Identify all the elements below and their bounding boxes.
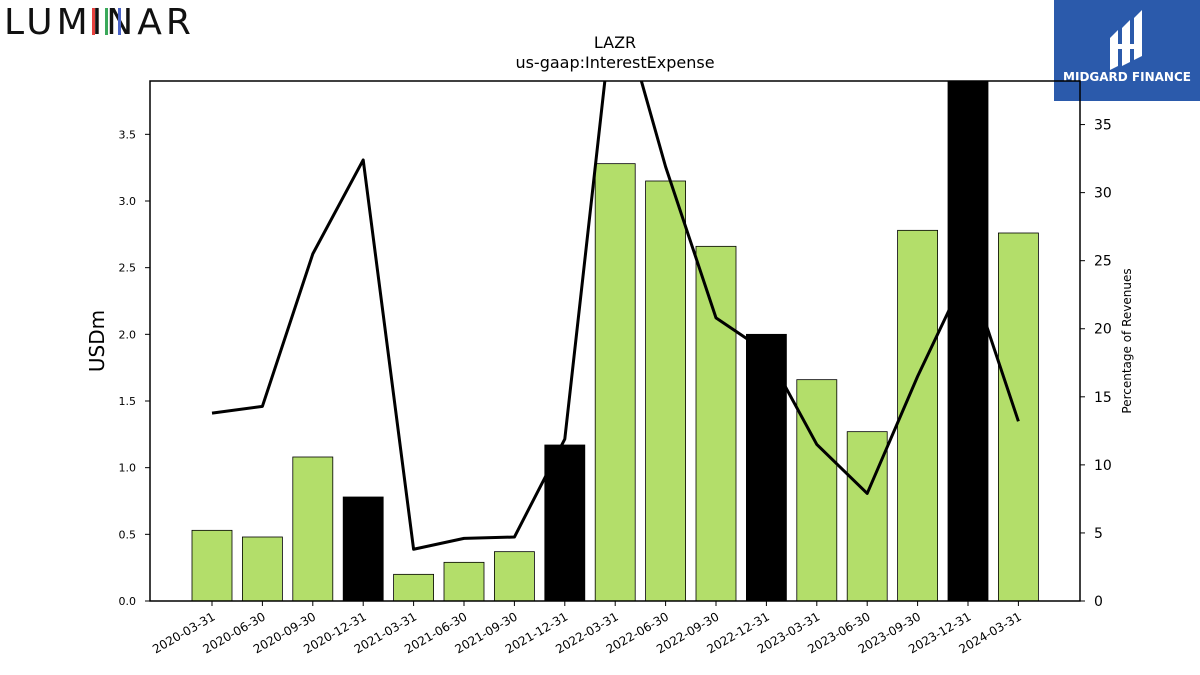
bar-2021-06-30 (443, 561, 485, 602)
luminar-logo-text: LUMINAR (4, 2, 195, 43)
y-tick-label: 0.0 (119, 595, 137, 608)
y2-tick-label: 25 (1094, 254, 1112, 270)
bar-2021-12-31 (544, 444, 586, 602)
bar-2021-09-30 (493, 551, 535, 602)
bar-2022-03-31 (594, 163, 636, 602)
bar-2022-12-31 (746, 333, 787, 602)
y2-tick-label: 10 (1094, 458, 1112, 474)
y2-axis-label: Percentage of Revenues (1120, 268, 1134, 413)
y2-tick-label: 20 (1094, 322, 1112, 338)
bar-2023-03-31 (796, 379, 838, 602)
bar-2021-03-31 (393, 573, 435, 602)
chart-title: LAZR (594, 33, 636, 52)
chart-subtitle: us-gaap:InterestExpense (515, 53, 714, 72)
bar-2020-09-30 (292, 456, 334, 602)
midgard-emblem-icon (1110, 10, 1142, 70)
y-axis-label: USDm (85, 310, 109, 372)
y2-tick-label: 35 (1094, 118, 1112, 134)
bar-2023-12-31 (947, 80, 989, 602)
y-tick-label: 2.0 (119, 328, 137, 341)
y-tick-label: 0.5 (119, 528, 137, 541)
logo-accent-green (105, 8, 108, 35)
y-tick-label: 1.5 (119, 395, 137, 408)
midgard-logo-text: MIDGARD FINANCE (1063, 70, 1191, 84)
y-tick-label: 3.0 (119, 195, 137, 208)
bar-2020-12-31 (342, 496, 384, 602)
bar-2023-09-30 (897, 229, 938, 602)
bar-2022-09-30 (695, 245, 737, 602)
y2-tick-label: 0 (1094, 594, 1103, 610)
bar-2022-06-30 (645, 180, 686, 602)
y2-tick-label: 15 (1094, 390, 1112, 406)
bar-2020-03-31 (191, 529, 233, 602)
midgard-finance-logo: MIDGARD FINANCE (1054, 0, 1200, 101)
logo-accent-blue (118, 8, 121, 35)
bar-2020-06-30 (241, 536, 283, 602)
bar-2023-06-30 (846, 431, 888, 602)
y2-tick-label: 30 (1094, 186, 1112, 202)
percentage-of-revenues-line (211, 81, 1020, 551)
logo-accent-red (92, 8, 95, 35)
y-tick-label: 2.5 (119, 262, 137, 275)
y2-tick-label: 5 (1094, 526, 1103, 542)
y-tick-label: 3.5 (119, 128, 137, 141)
y-tick-label: 1.0 (119, 462, 137, 475)
luminar-logo: LUMINAR (4, 2, 195, 43)
